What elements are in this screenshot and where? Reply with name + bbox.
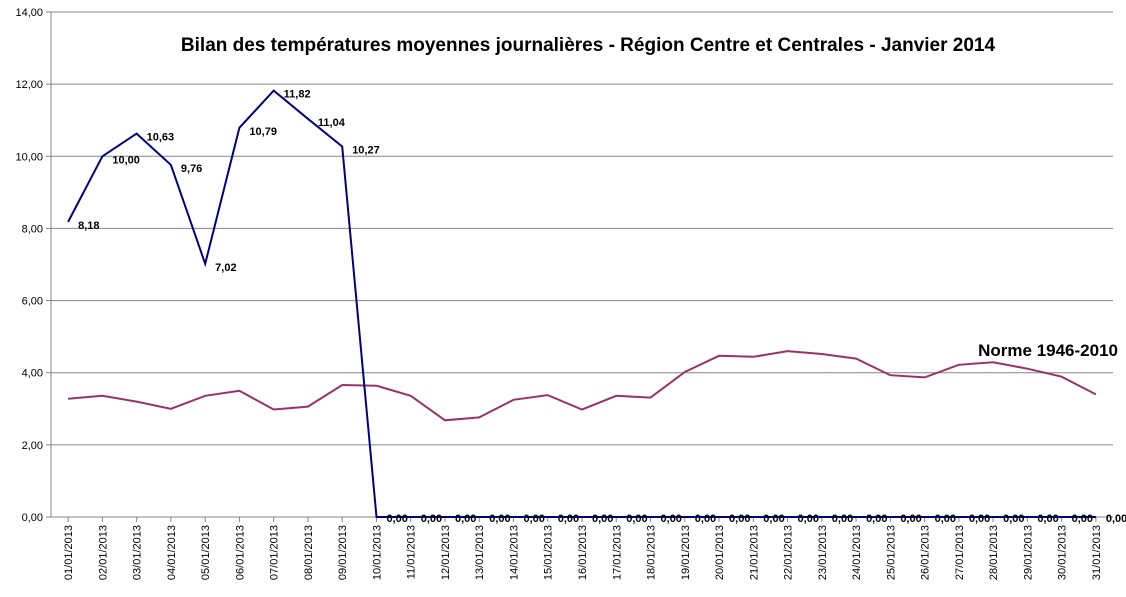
data-label: 0,00 bbox=[558, 513, 579, 525]
data-label: 9,76 bbox=[181, 163, 202, 175]
y-tick-label: 12,00 bbox=[15, 79, 43, 91]
x-tick-label: 26/01/2013 bbox=[920, 525, 932, 580]
data-label: 0,00 bbox=[900, 513, 921, 525]
x-tick-label: 10/01/2013 bbox=[371, 525, 383, 580]
data-label: 0,00 bbox=[866, 513, 887, 525]
x-tick-label: 18/01/2013 bbox=[646, 525, 658, 580]
data-labels: 8,18 10,00 10,63 9,76 7,02 10,79 11,82 11,04 10,… bbox=[78, 89, 1126, 525]
x-tick-label: 20/01/2013 bbox=[714, 525, 726, 580]
data-label: 10,63 bbox=[147, 132, 175, 144]
data-label: 0,00 bbox=[763, 513, 784, 525]
data-label: 10,27 bbox=[352, 145, 380, 157]
x-tick-label: 14/01/2013 bbox=[508, 525, 520, 580]
data-label: 8,18 bbox=[78, 220, 99, 232]
data-label: 7,02 bbox=[215, 262, 236, 274]
y-axis: 0,00 2,00 4,00 6,00 8,00 10,00 12,00 14,00 bbox=[15, 7, 52, 524]
x-tick-label: 13/01/2013 bbox=[474, 525, 486, 580]
data-label: 0,00 bbox=[661, 513, 682, 525]
data-label: 0,00 bbox=[695, 513, 716, 525]
x-tick-label: 08/01/2013 bbox=[303, 525, 315, 580]
data-label: 10,00 bbox=[112, 154, 140, 166]
x-tick-label: 24/01/2013 bbox=[851, 525, 863, 580]
data-label: 0,00 bbox=[1003, 513, 1024, 525]
data-label: 11,04 bbox=[318, 117, 346, 129]
data-label: 0,00 bbox=[455, 513, 476, 525]
series-line-temperature bbox=[67, 89, 1096, 518]
x-tick-label: 03/01/2013 bbox=[132, 525, 144, 580]
x-tick-label: 28/01/2013 bbox=[988, 525, 1000, 580]
x-tick-label: 04/01/2013 bbox=[166, 525, 178, 580]
x-tick-label: 02/01/2013 bbox=[97, 525, 109, 580]
x-tick-label: 25/01/2013 bbox=[885, 525, 897, 580]
x-tick-label: 29/01/2013 bbox=[1022, 525, 1034, 580]
data-label: 0,00 bbox=[523, 513, 544, 525]
x-tick-label: 09/01/2013 bbox=[337, 525, 349, 580]
y-tick-label: 10,00 bbox=[15, 151, 43, 163]
x-tick-label: 07/01/2013 bbox=[269, 525, 281, 580]
x-tick-label: 15/01/2013 bbox=[543, 525, 555, 580]
data-label: 0,00 bbox=[832, 513, 853, 525]
data-label: 0,00 bbox=[969, 513, 990, 525]
chart-title: Bilan des températures moyennes journali… bbox=[181, 35, 996, 56]
x-tick-label: 17/01/2013 bbox=[611, 525, 623, 580]
data-label: 0,00 bbox=[626, 513, 647, 525]
data-label: 0,00 bbox=[798, 513, 819, 525]
data-label: 0,00 bbox=[1037, 513, 1058, 525]
x-tick-label: 19/01/2013 bbox=[680, 525, 692, 580]
y-tick-label: 2,00 bbox=[22, 440, 43, 452]
data-label: 0,00 bbox=[1106, 513, 1126, 525]
x-tick-label: 21/01/2013 bbox=[748, 525, 760, 580]
x-tick-label: 31/01/2013 bbox=[1091, 525, 1103, 580]
x-axis: 01/01/2013 02/01/2013 03/01/2013 04/01/2013… bbox=[51, 516, 1113, 580]
data-label: 0,00 bbox=[592, 513, 613, 525]
x-tick-label: 16/01/2013 bbox=[577, 525, 589, 580]
data-label: 10,79 bbox=[249, 126, 277, 138]
norme-annotation: Norme 1946-2010 bbox=[978, 341, 1118, 360]
x-tick-label: 01/01/2013 bbox=[63, 525, 75, 580]
data-label: 0,00 bbox=[1072, 513, 1093, 525]
series-lines bbox=[67, 89, 1097, 518]
data-label: 0,00 bbox=[729, 513, 750, 525]
data-label: 0,00 bbox=[421, 513, 442, 525]
x-tick-label: 30/01/2013 bbox=[1057, 525, 1069, 580]
y-tick-label: 0,00 bbox=[22, 512, 43, 524]
x-tick-label: 27/01/2013 bbox=[954, 525, 966, 580]
y-tick-label: 8,00 bbox=[22, 223, 43, 235]
x-tick-label: 06/01/2013 bbox=[234, 525, 246, 580]
data-label: 11,82 bbox=[284, 89, 311, 101]
y-tick-label: 4,00 bbox=[22, 368, 43, 380]
y-tick-label: 14,00 bbox=[15, 7, 43, 19]
series-line-norme bbox=[68, 350, 1097, 422]
x-tick-label: 05/01/2013 bbox=[200, 525, 212, 580]
x-tick-label: 11/01/2013 bbox=[406, 525, 418, 579]
x-tick-label: 23/01/2013 bbox=[817, 525, 829, 580]
y-tick-label: 6,00 bbox=[22, 296, 43, 308]
gridlines bbox=[51, 11, 1113, 446]
data-label: 0,00 bbox=[935, 513, 956, 525]
x-tick-label: 12/01/2013 bbox=[440, 525, 452, 580]
data-label: 0,00 bbox=[386, 513, 407, 525]
data-label: 0,00 bbox=[489, 513, 510, 525]
x-tick-label: 22/01/2013 bbox=[783, 525, 795, 580]
